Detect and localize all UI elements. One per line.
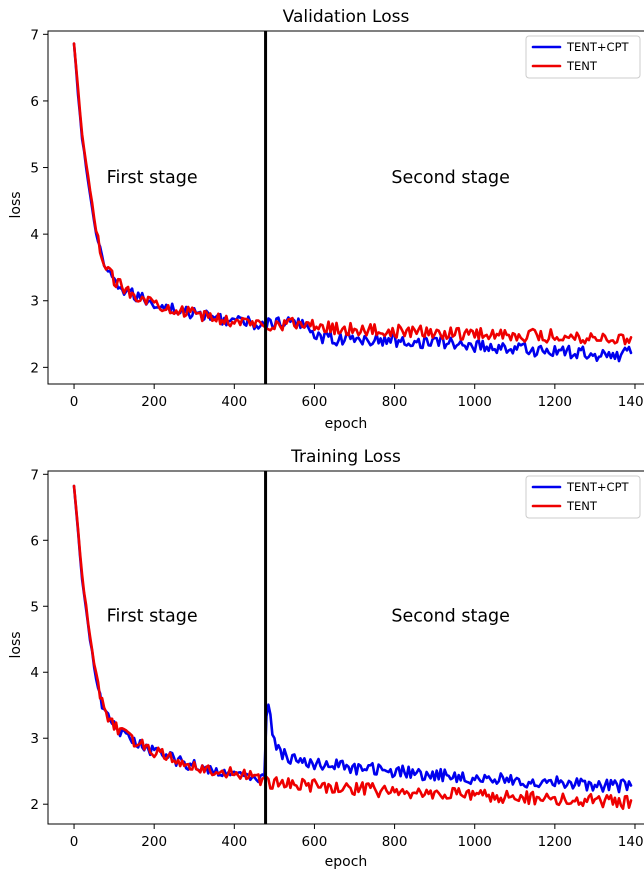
- chart-title: Training Loss: [290, 447, 401, 467]
- legend-label-tent-cpt: TENT+CPT: [566, 40, 630, 54]
- legend: TENT+CPT TENT: [525, 475, 641, 519]
- x-tick-label: 1000: [458, 834, 492, 850]
- y-tick-label: 6: [30, 533, 39, 549]
- series-line-tent: [72, 42, 633, 346]
- x-tick-label: 1400: [618, 834, 644, 850]
- legend-label-tent: TENT: [566, 499, 598, 513]
- first-stage-label: First stage: [107, 606, 198, 626]
- y-axis: 2 3 4 5 6 7: [30, 467, 48, 813]
- x-tick-label: 1200: [538, 394, 572, 410]
- x-tick-label: 600: [302, 394, 328, 410]
- x-tick-label: 400: [221, 394, 247, 410]
- first-stage-label: First stage: [107, 168, 198, 188]
- y-axis: 2 3 4 5 6 7: [30, 27, 48, 376]
- x-tick-label: 600: [302, 834, 328, 850]
- legend-label-tent: TENT: [566, 59, 598, 73]
- y-axis-label: loss: [8, 631, 24, 658]
- x-tick-label: 400: [221, 834, 247, 850]
- y-tick-label: 7: [30, 27, 39, 43]
- y-tick-label: 2: [30, 797, 39, 813]
- y-tick-label: 7: [30, 467, 39, 483]
- x-axis-label: epoch: [325, 416, 368, 432]
- training-loss-panel: Training Loss First stage Second stage 0…: [8, 447, 644, 870]
- x-tick-label: 1400: [618, 394, 644, 410]
- x-axis: 0 200 400 600 800 1000 1200 1400: [70, 384, 644, 410]
- y-tick-label: 5: [30, 161, 39, 177]
- y-tick-label: 5: [30, 599, 39, 615]
- x-tick-label: 200: [141, 834, 167, 850]
- x-axis-label: epoch: [325, 854, 368, 870]
- y-tick-label: 3: [30, 731, 39, 747]
- x-tick-label: 1200: [538, 834, 572, 850]
- y-tick-label: 6: [30, 94, 39, 110]
- plot-frame: [47, 470, 644, 825]
- x-tick-label: 0: [70, 394, 79, 410]
- series-line-tent: [72, 484, 633, 810]
- y-tick-label: 2: [30, 360, 39, 376]
- y-axis-label: loss: [8, 191, 24, 218]
- second-stage-label: Second stage: [391, 168, 510, 188]
- chart-title: Validation Loss: [283, 7, 410, 27]
- x-axis: 0 200 400 600 800 1000 1200 1400: [70, 824, 644, 850]
- y-tick-label: 4: [30, 665, 39, 681]
- validation-loss-panel: Validation Loss First stage Second stage…: [8, 7, 644, 432]
- series-line-tent-cpt: [72, 42, 633, 363]
- x-tick-label: 800: [382, 834, 408, 850]
- second-stage-label: Second stage: [391, 606, 510, 626]
- x-tick-label: 0: [70, 834, 79, 850]
- plot-frame: [47, 30, 644, 385]
- legend-label-tent-cpt: TENT+CPT: [566, 480, 630, 494]
- y-tick-label: 4: [30, 227, 39, 243]
- y-tick-label: 3: [30, 294, 39, 310]
- legend: TENT+CPT TENT: [525, 35, 641, 79]
- x-tick-label: 200: [141, 394, 167, 410]
- x-tick-label: 800: [382, 394, 408, 410]
- series-line-tent-cpt: [72, 484, 633, 794]
- x-tick-label: 1000: [458, 394, 492, 410]
